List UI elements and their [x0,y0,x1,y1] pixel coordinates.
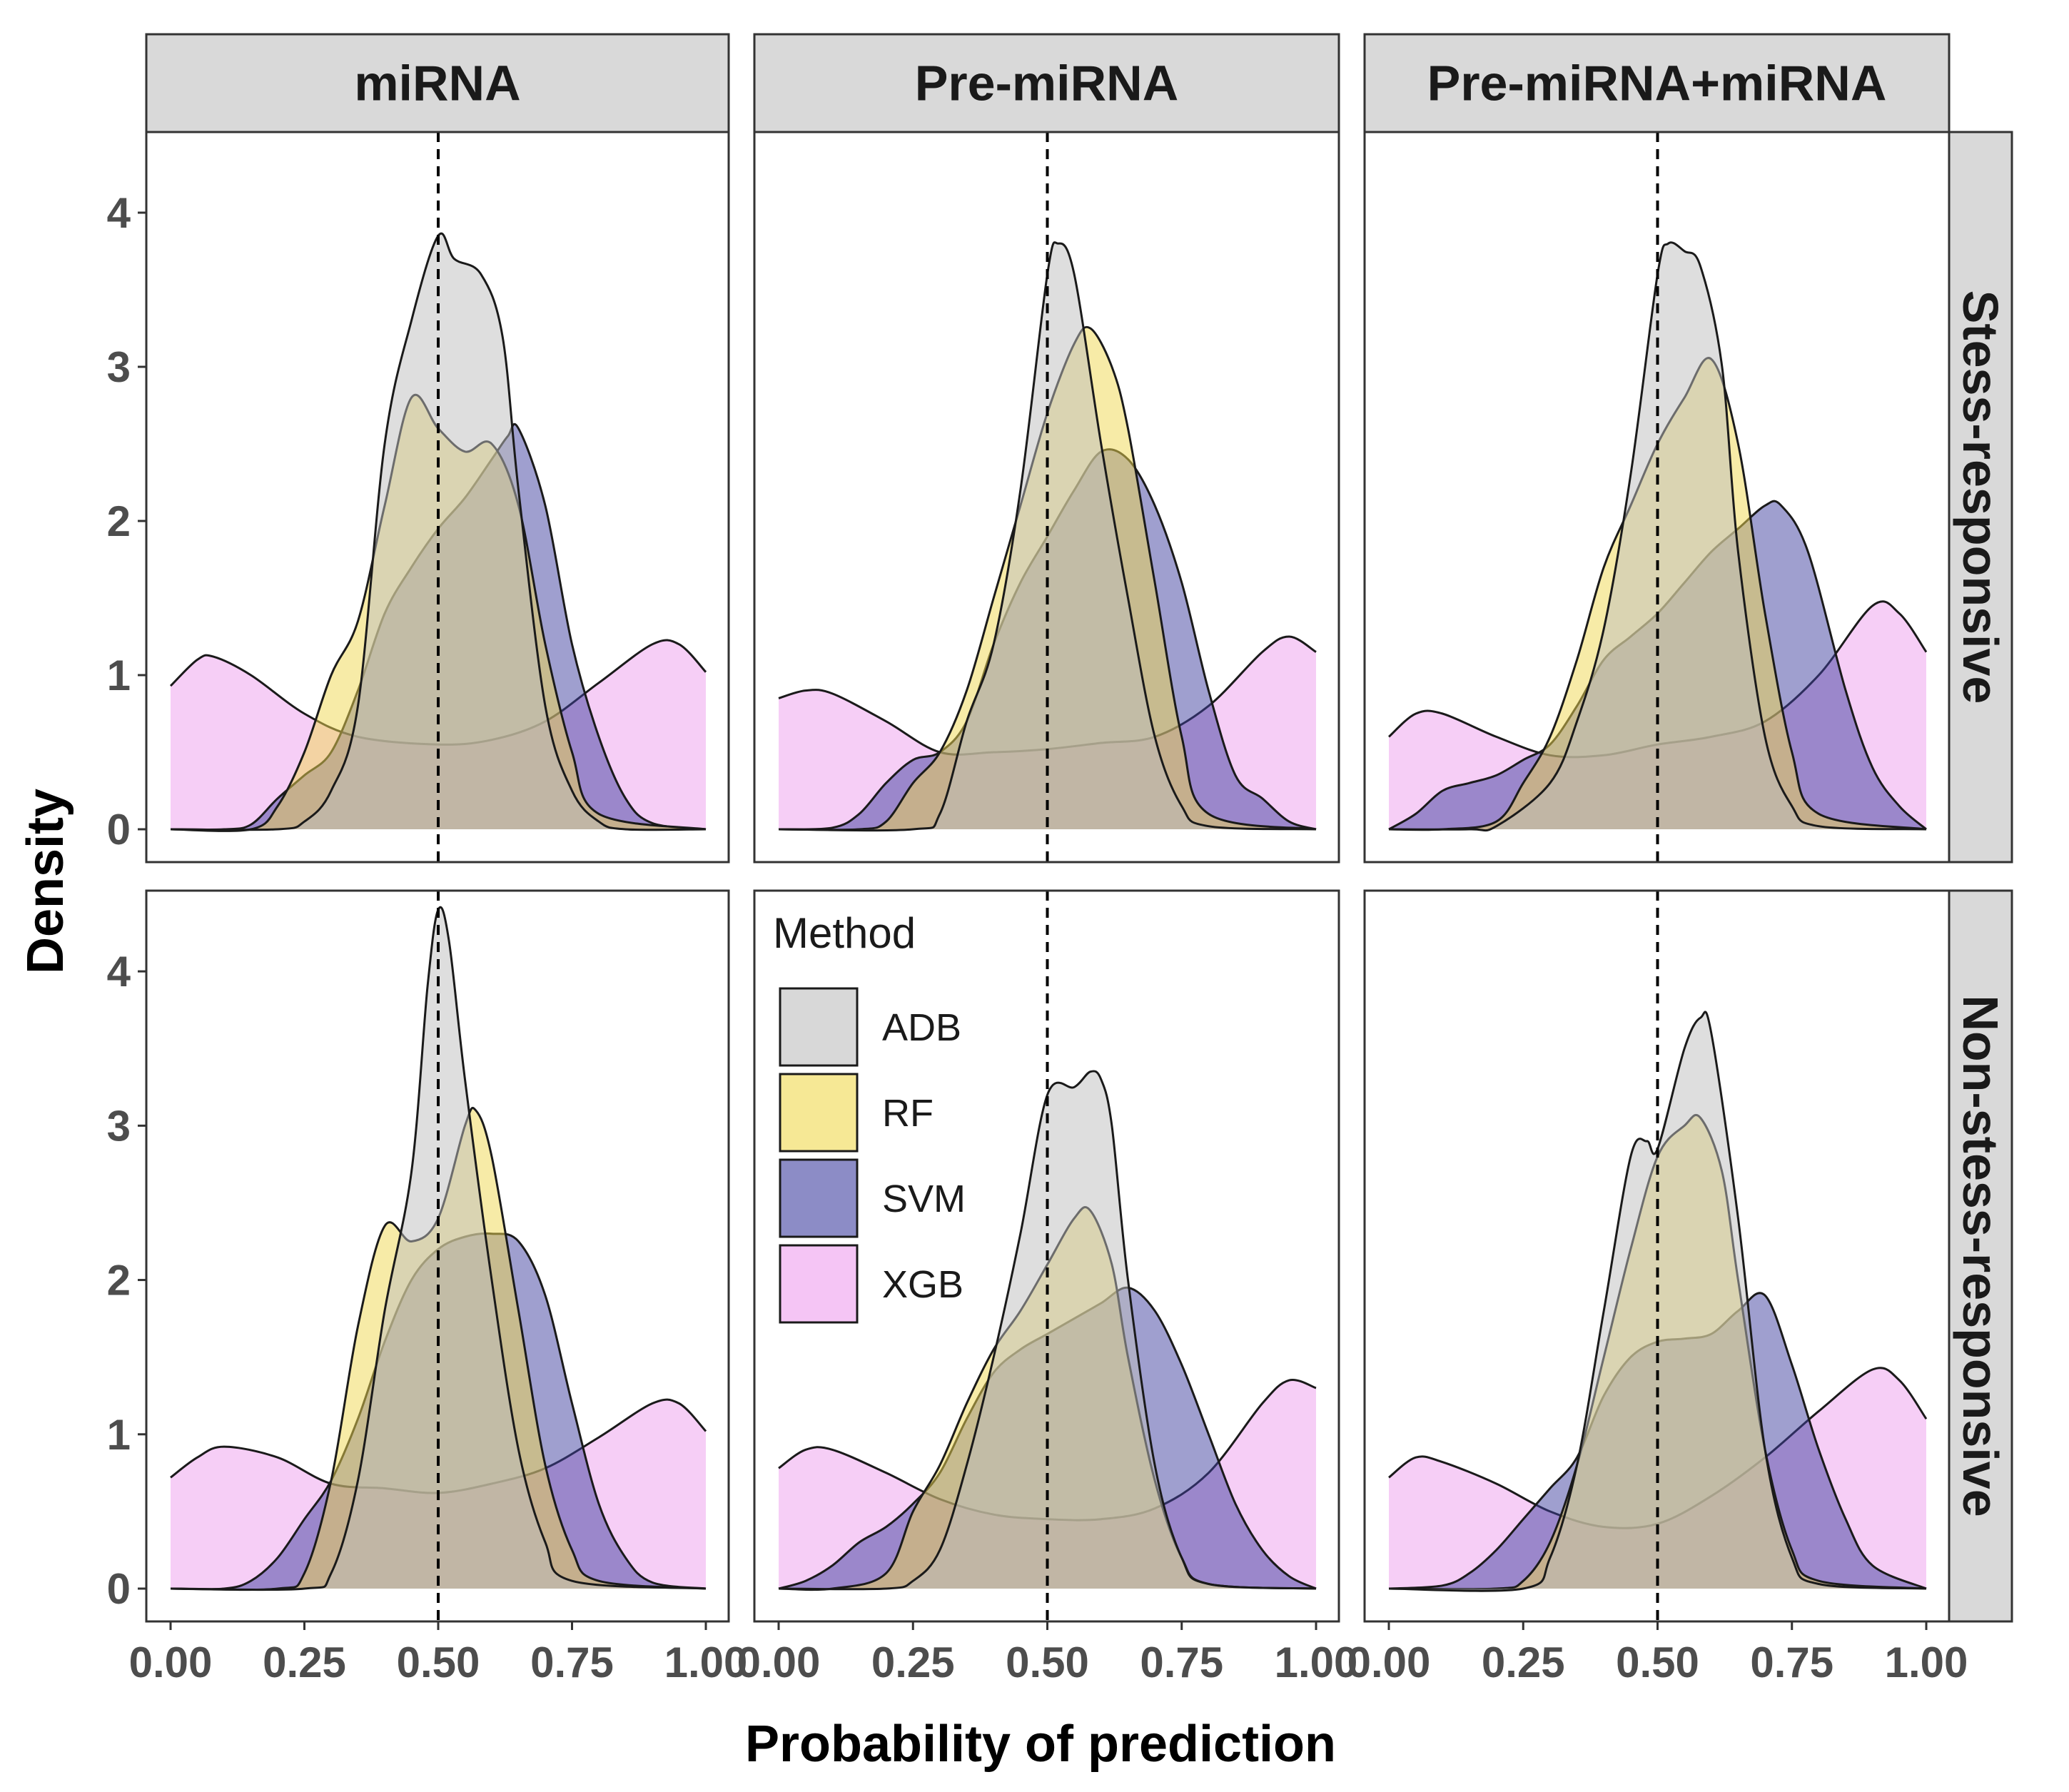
x-tick-label: 0.00 [1347,1639,1431,1686]
density-area-adb [1389,242,1926,831]
y-axis-title: Density [17,789,74,974]
density-line-adb [778,1070,1317,1591]
density-area-adb [1389,1011,1926,1591]
strip-stess-responsive: Stess-responsive [1948,131,2013,864]
legend-label-svm: SVM [882,1178,966,1220]
x-tick-label: 0.00 [129,1639,213,1686]
panel-non-stess-responsive-mirna [145,889,730,1623]
density-area-adb [171,907,706,1590]
x-axis-title: Probability of prediction [745,1716,1336,1773]
legend-swatch-rf [779,1073,859,1153]
x-tick-label: 0.50 [1616,1639,1699,1686]
strip-label: Non-stess-responsive [1953,995,2008,1517]
strip-background [1948,889,2013,1623]
strip-label: miRNA [354,56,520,111]
strip-label: Stess-responsive [1953,290,2008,704]
x-tick-label: 1.00 [664,1639,748,1686]
legend-swatch-adb [779,987,859,1067]
legend-label-rf: RF [882,1092,934,1135]
strip-label: Pre-miRNA+miRNA [1427,56,1887,111]
legend-title: Method [773,909,916,957]
legend-swatch-xgb [779,1244,859,1324]
x-tick-label: 1.00 [1885,1639,1968,1686]
x-tick-label: 0.25 [871,1639,955,1686]
panel-stess-responsive-pre-mirna-mirna [1363,131,1951,864]
density-line-adb [170,232,707,831]
x-tick-label: 1.00 [1275,1639,1358,1686]
y-tick-label: 1 [107,1411,131,1459]
panel-stess-responsive-pre-mirna [753,131,1340,864]
strip-non-stess-responsive: Non-stess-responsive [1948,889,2013,1623]
x-tick-label: 0.75 [530,1639,614,1686]
strip-label: Pre-miRNA [915,56,1179,111]
panels-layer [145,131,1951,1623]
y-tick-label: 4 [107,948,131,996]
x-tick-label: 0.75 [1750,1639,1833,1686]
strip-pre-mirna: Pre-miRNA [753,33,1340,133]
legend-label-adb: ADB [882,1006,961,1049]
panel-stess-responsive-mirna [145,131,730,864]
y-tick-label: 1 [107,652,131,699]
y-tick-label: 2 [107,1257,131,1305]
x-tick-label: 0.75 [1140,1639,1223,1686]
y-tick-label: 3 [107,343,131,391]
legend: Method ADB RF SVM XGB [773,909,966,1324]
density-area-adb [779,1070,1316,1589]
strip-pre-mirna-mirna: Pre-miRNA+miRNA [1363,33,1951,133]
y-tick-label: 0 [107,1565,131,1613]
strip-background [1948,131,2013,864]
density-line-adb [1388,241,1927,832]
x-tick-label: 0.25 [263,1639,346,1686]
panel-non-stess-responsive-pre-mirna-mirna [1363,889,1951,1623]
density-area-adb [779,242,1316,831]
x-tick-label: 0.25 [1482,1639,1565,1686]
density-line-adb [778,241,1317,832]
strip-mirna: miRNA [145,33,730,133]
strip-background [1363,33,1951,133]
x-tick-label: 0.50 [1006,1639,1089,1686]
strip-background [145,33,730,133]
y-tick-label: 4 [107,189,131,237]
legend-label-xgb: XGB [882,1263,963,1306]
strip-background [753,33,1340,133]
legend-swatch-svm [779,1158,859,1238]
facet-strips: miRNA Pre-miRNA Pre-miRNA+miRNA Stess-respo… [145,33,2013,1623]
density-line-adb [1388,1011,1927,1592]
y-tick-label: 2 [107,497,131,545]
x-tick-label: 0.00 [737,1639,821,1686]
y-tick-label: 3 [107,1102,131,1150]
x-tick-label: 0.50 [397,1639,480,1686]
y-tick-label: 0 [107,806,131,854]
